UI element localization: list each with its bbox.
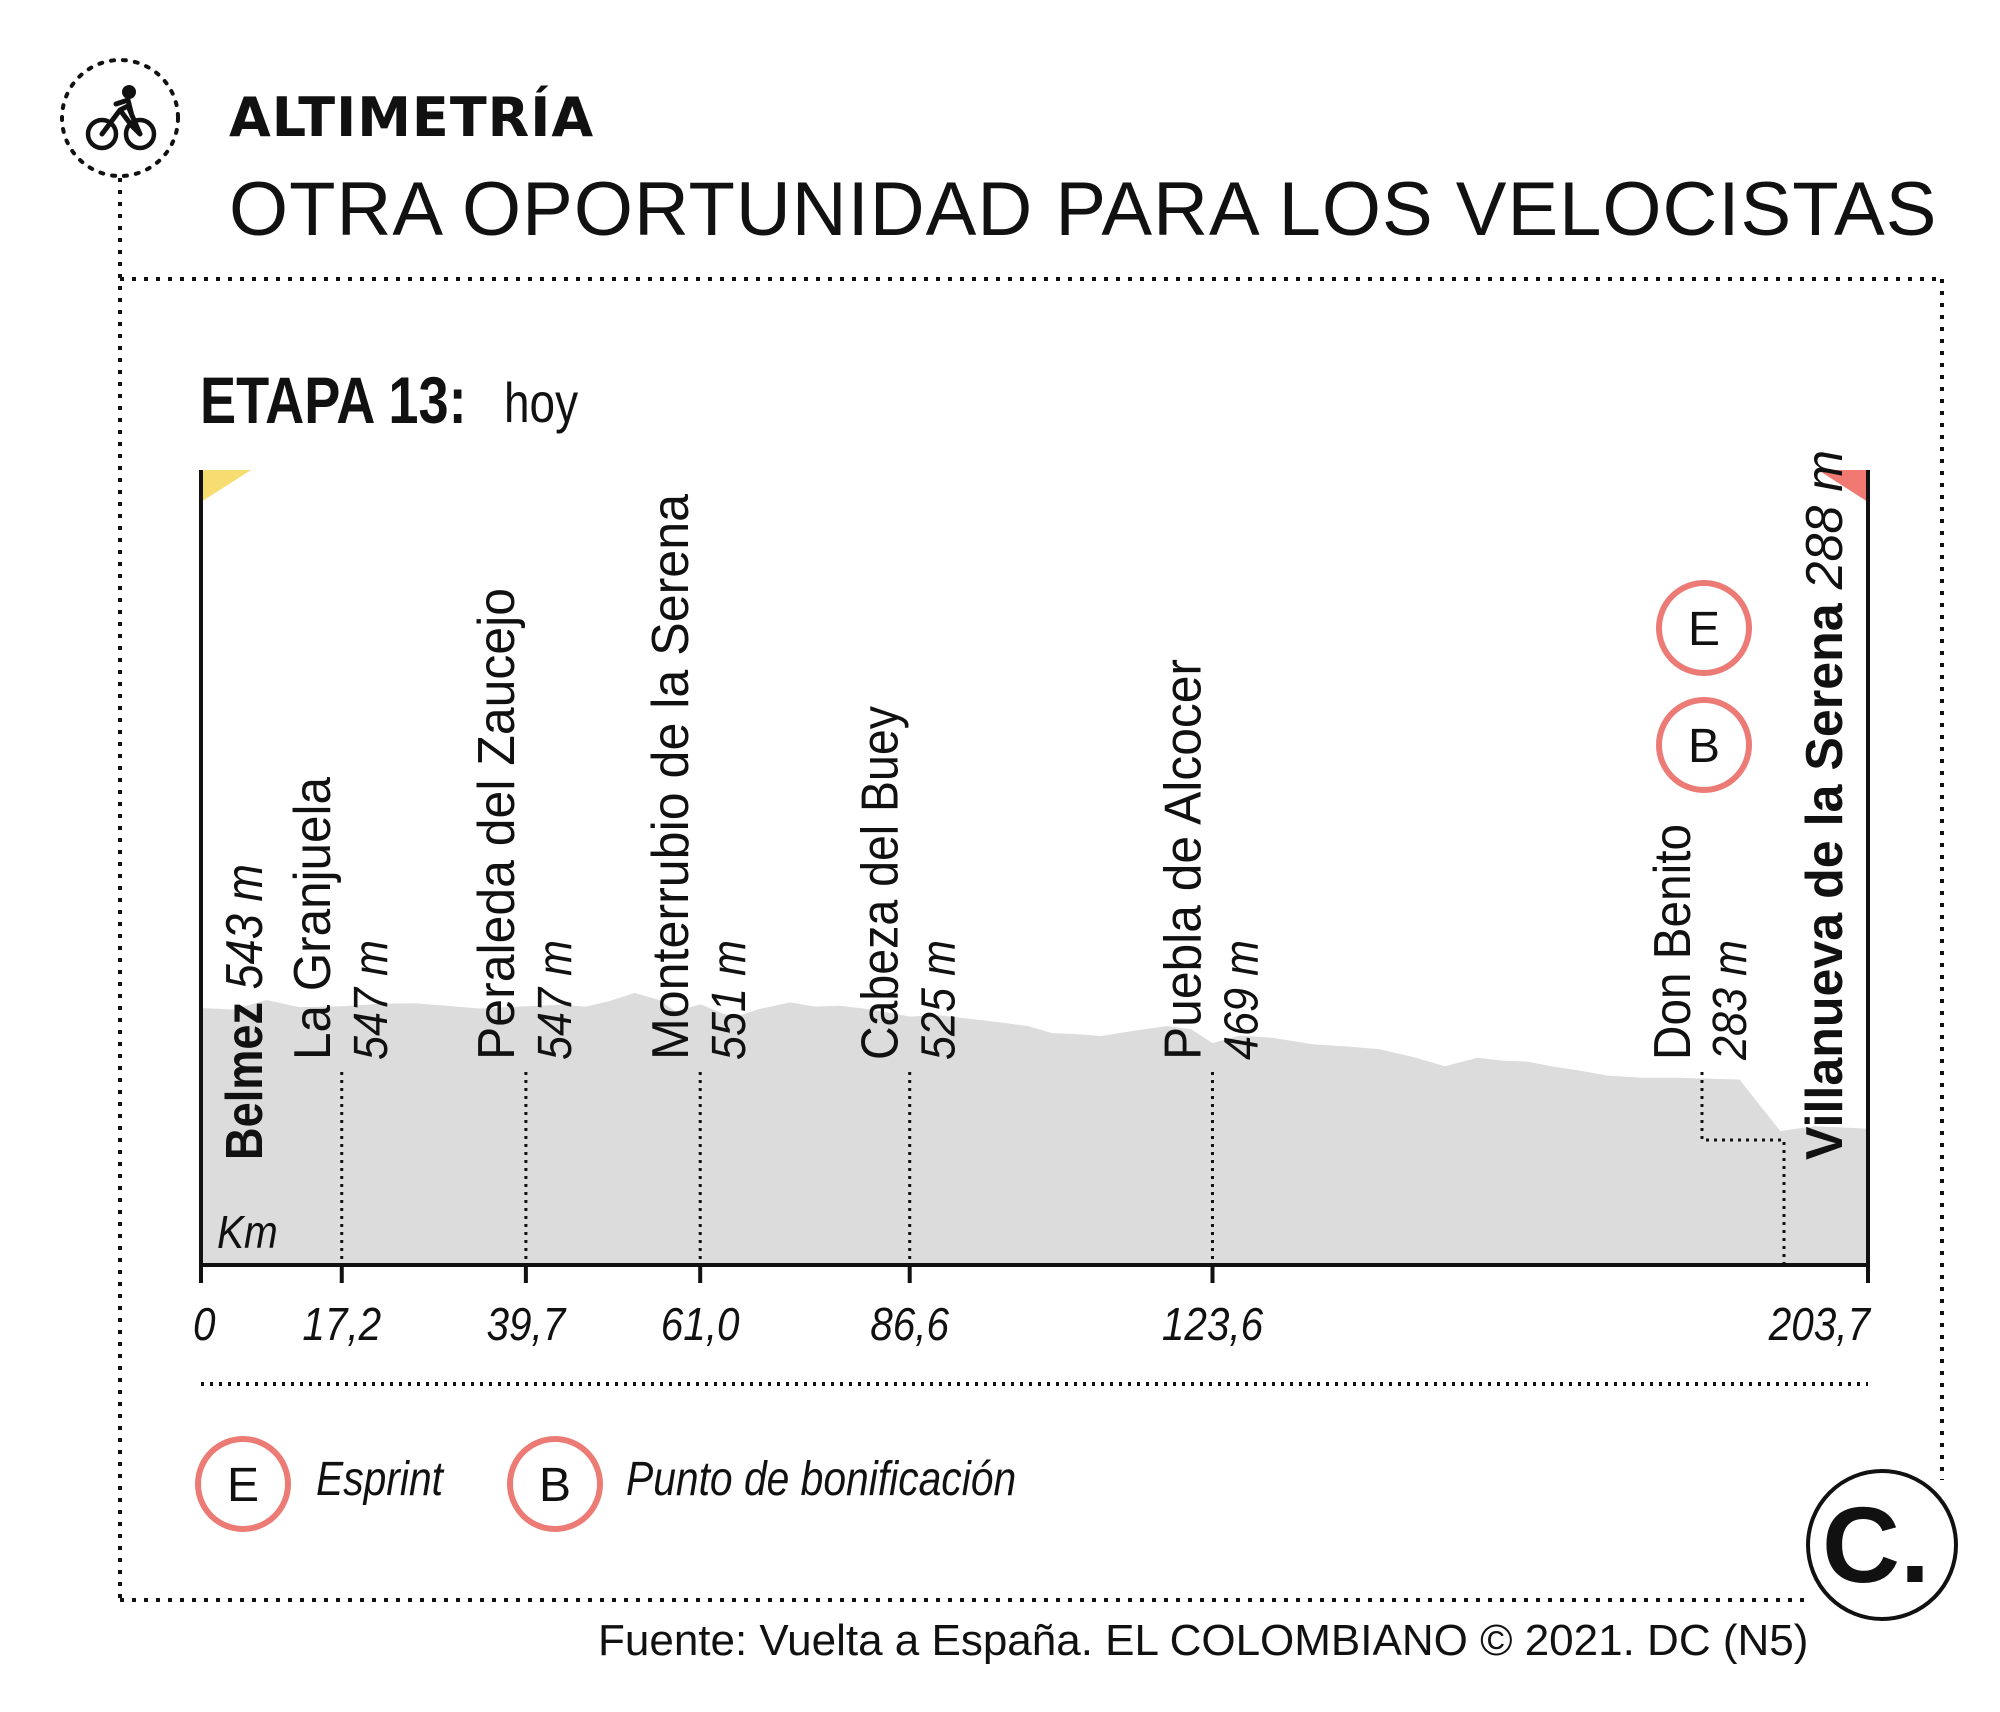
waypoint-name-label: La Granjuela: [284, 777, 342, 1060]
section-kicker: ALTIMETRÍA: [229, 86, 595, 149]
legend-badge-letter: B: [539, 1459, 571, 1512]
waypoint-altitude-label: 525 m: [913, 940, 966, 1060]
cyclist-icon: [60, 58, 180, 178]
don-benito-connector: [1700, 1072, 1786, 1265]
elevation-profile-area: [201, 992, 1868, 1265]
legend-badge-letter: E: [227, 1459, 259, 1512]
x-tick-label: 61,0: [661, 1300, 740, 1351]
waypoint-altitude-label: 551 m: [703, 940, 756, 1060]
waypoint-altitude-label: 283 m: [1704, 940, 1757, 1061]
waypoint-name-label: Peraleda del Zaucejo: [468, 588, 526, 1060]
town-altitude: 543 m: [216, 864, 274, 989]
town-name: Belmez: [216, 989, 274, 1160]
waypoint-altitude-label: 547 m: [345, 940, 398, 1060]
finish-flag: [1818, 470, 1868, 502]
start-flag: [201, 470, 251, 502]
legend-badge-ring: [195, 1436, 291, 1532]
finish-town-label: Villanueva de la Serena 288 m: [1796, 450, 1854, 1160]
waypoint-name-label: Cabeza del Buey: [852, 706, 910, 1060]
waypoint-altitude-label: 547 m: [529, 940, 582, 1060]
waypoint-name-label: Puebla de Alcocer: [1154, 659, 1212, 1060]
waypoint-name-label: Don Benito: [1644, 824, 1702, 1060]
waypoint-name-label: Monterrubio de la Serena: [642, 494, 700, 1060]
dotted-frame: [118, 178, 1944, 1602]
legend-label-esprint: Esprint: [316, 1453, 443, 1506]
x-tick-label: 86,6: [870, 1300, 950, 1351]
source-credit: Fuente: Vuelta a España. EL COLOMBIANO ©…: [598, 1616, 1809, 1665]
x-tick-label: 39,7: [487, 1300, 568, 1351]
town-altitude: 288 m: [1796, 450, 1854, 590]
el-colombiano-logo: C.: [1806, 1469, 1958, 1621]
badge-b-ring: [1656, 697, 1752, 793]
town-name: Villanueva de la Serena: [1796, 589, 1854, 1160]
legend-label-bonificacion: Punto de bonificación: [626, 1453, 1017, 1506]
legend-badge-ring: [507, 1436, 603, 1532]
stage-day: hoy: [504, 371, 579, 434]
x-tick-label: 0: [193, 1300, 216, 1351]
badge-e-letter: E: [1688, 603, 1720, 656]
badge-b-letter: B: [1688, 720, 1720, 773]
x-tick-label: 123,6: [1162, 1300, 1264, 1351]
x-tick-label: 203,7: [1768, 1300, 1872, 1351]
start-town-label: Belmez 543 m: [216, 864, 274, 1160]
svg-text:C.: C.: [1822, 1484, 1930, 1605]
badge-e-ring: [1656, 580, 1752, 676]
page-headline: OTRA OPORTUNIDAD PARA LOS VELOCISTAS: [229, 167, 1938, 252]
x-tick-label: 17,2: [302, 1300, 381, 1351]
waypoint-altitude-label: 469 m: [1215, 940, 1268, 1060]
x-axis-label: Km: [217, 1208, 278, 1259]
stage-number: ETAPA 13:: [200, 363, 467, 437]
